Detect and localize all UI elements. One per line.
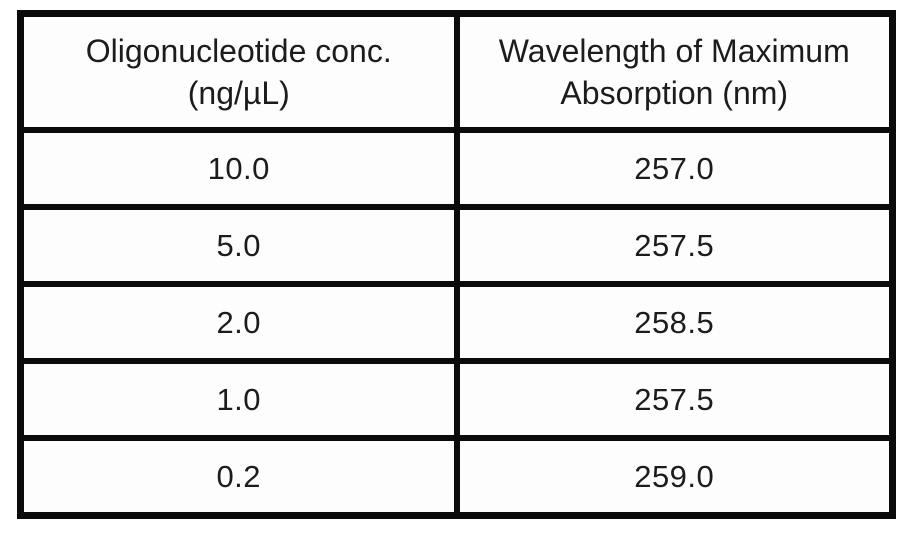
- concentration-cell: 2.0: [17, 281, 460, 364]
- table-row: 5.0 257.5: [17, 204, 896, 287]
- col-header-wavelength-max-absorption: Wavelength of Maximum Absorption (nm): [453, 10, 896, 133]
- table-header: Oligonucleotide conc. (ng/µL) Wavelength…: [17, 10, 896, 133]
- concentration-cell: 0.2: [17, 435, 460, 519]
- wavelength-cell: 257.0: [453, 127, 896, 210]
- header-row: Oligonucleotide conc. (ng/µL) Wavelength…: [17, 10, 896, 133]
- table-row: 10.0 257.0: [17, 127, 896, 210]
- wavelength-cell: 258.5: [453, 281, 896, 364]
- table-body: 10.0 257.0 5.0 257.5 2.0 258.5 1.0 257.5…: [17, 127, 896, 519]
- table-row: 0.2 259.0: [17, 435, 896, 519]
- concentration-cell: 5.0: [17, 204, 460, 287]
- wavelength-cell: 259.0: [453, 435, 896, 519]
- table-row: 2.0 258.5: [17, 281, 896, 364]
- wavelength-cell: 257.5: [453, 358, 896, 441]
- concentration-cell: 1.0: [17, 358, 460, 441]
- table-row: 1.0 257.5: [17, 358, 896, 441]
- absorption-table: Oligonucleotide conc. (ng/µL) Wavelength…: [17, 10, 896, 519]
- wavelength-cell: 257.5: [453, 204, 896, 287]
- concentration-cell: 10.0: [17, 127, 460, 210]
- col-header-oligonucleotide-conc: Oligonucleotide conc. (ng/µL): [17, 10, 460, 133]
